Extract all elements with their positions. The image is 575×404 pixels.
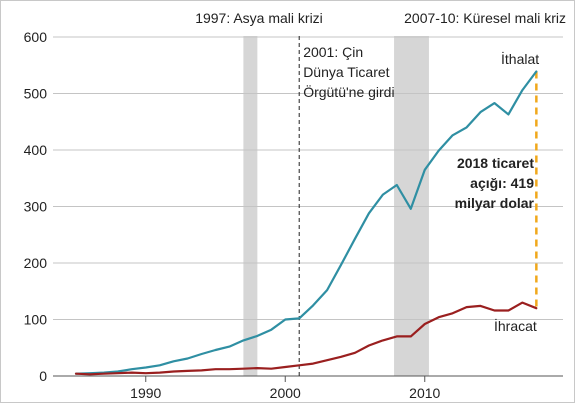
crisis-label-1: 1997: Asya mali krizi [195, 10, 323, 26]
x-tick-label-2000: 2000 [270, 385, 301, 401]
y-tick-label-400: 400 [24, 142, 48, 158]
wto-marker-label-2: Dünya Ticaret [303, 64, 389, 80]
wto-marker-label-1: 2001: Çin [303, 44, 363, 60]
y-tick-label-200: 200 [24, 255, 48, 271]
deficit-label-2: açığı: 419 [470, 175, 534, 191]
crisis-label-2: 2007-10: Küresel mali kriz [404, 10, 566, 26]
wto-marker-label-3: Örgütü'ne girdi [303, 83, 394, 100]
x-tick-label-2010: 2010 [409, 385, 440, 401]
y-tick-label-0: 0 [39, 368, 47, 384]
y-tick-label-500: 500 [24, 86, 48, 102]
deficit-label-1: 2018 ticaret [457, 155, 534, 171]
series-label-ihracat: İhracat [494, 317, 537, 334]
y-tick-label-600: 600 [24, 29, 48, 45]
y-tick-label-300: 300 [24, 199, 48, 215]
deficit-label-3: milyar dolar [455, 195, 535, 211]
series-line-ihracat [74, 301, 538, 376]
y-tick-label-100: 100 [24, 312, 48, 328]
series-line-ithalat [74, 70, 538, 375]
x-tick-label-1990: 1990 [130, 385, 161, 401]
series-label-ithalat: İthalat [501, 50, 539, 67]
